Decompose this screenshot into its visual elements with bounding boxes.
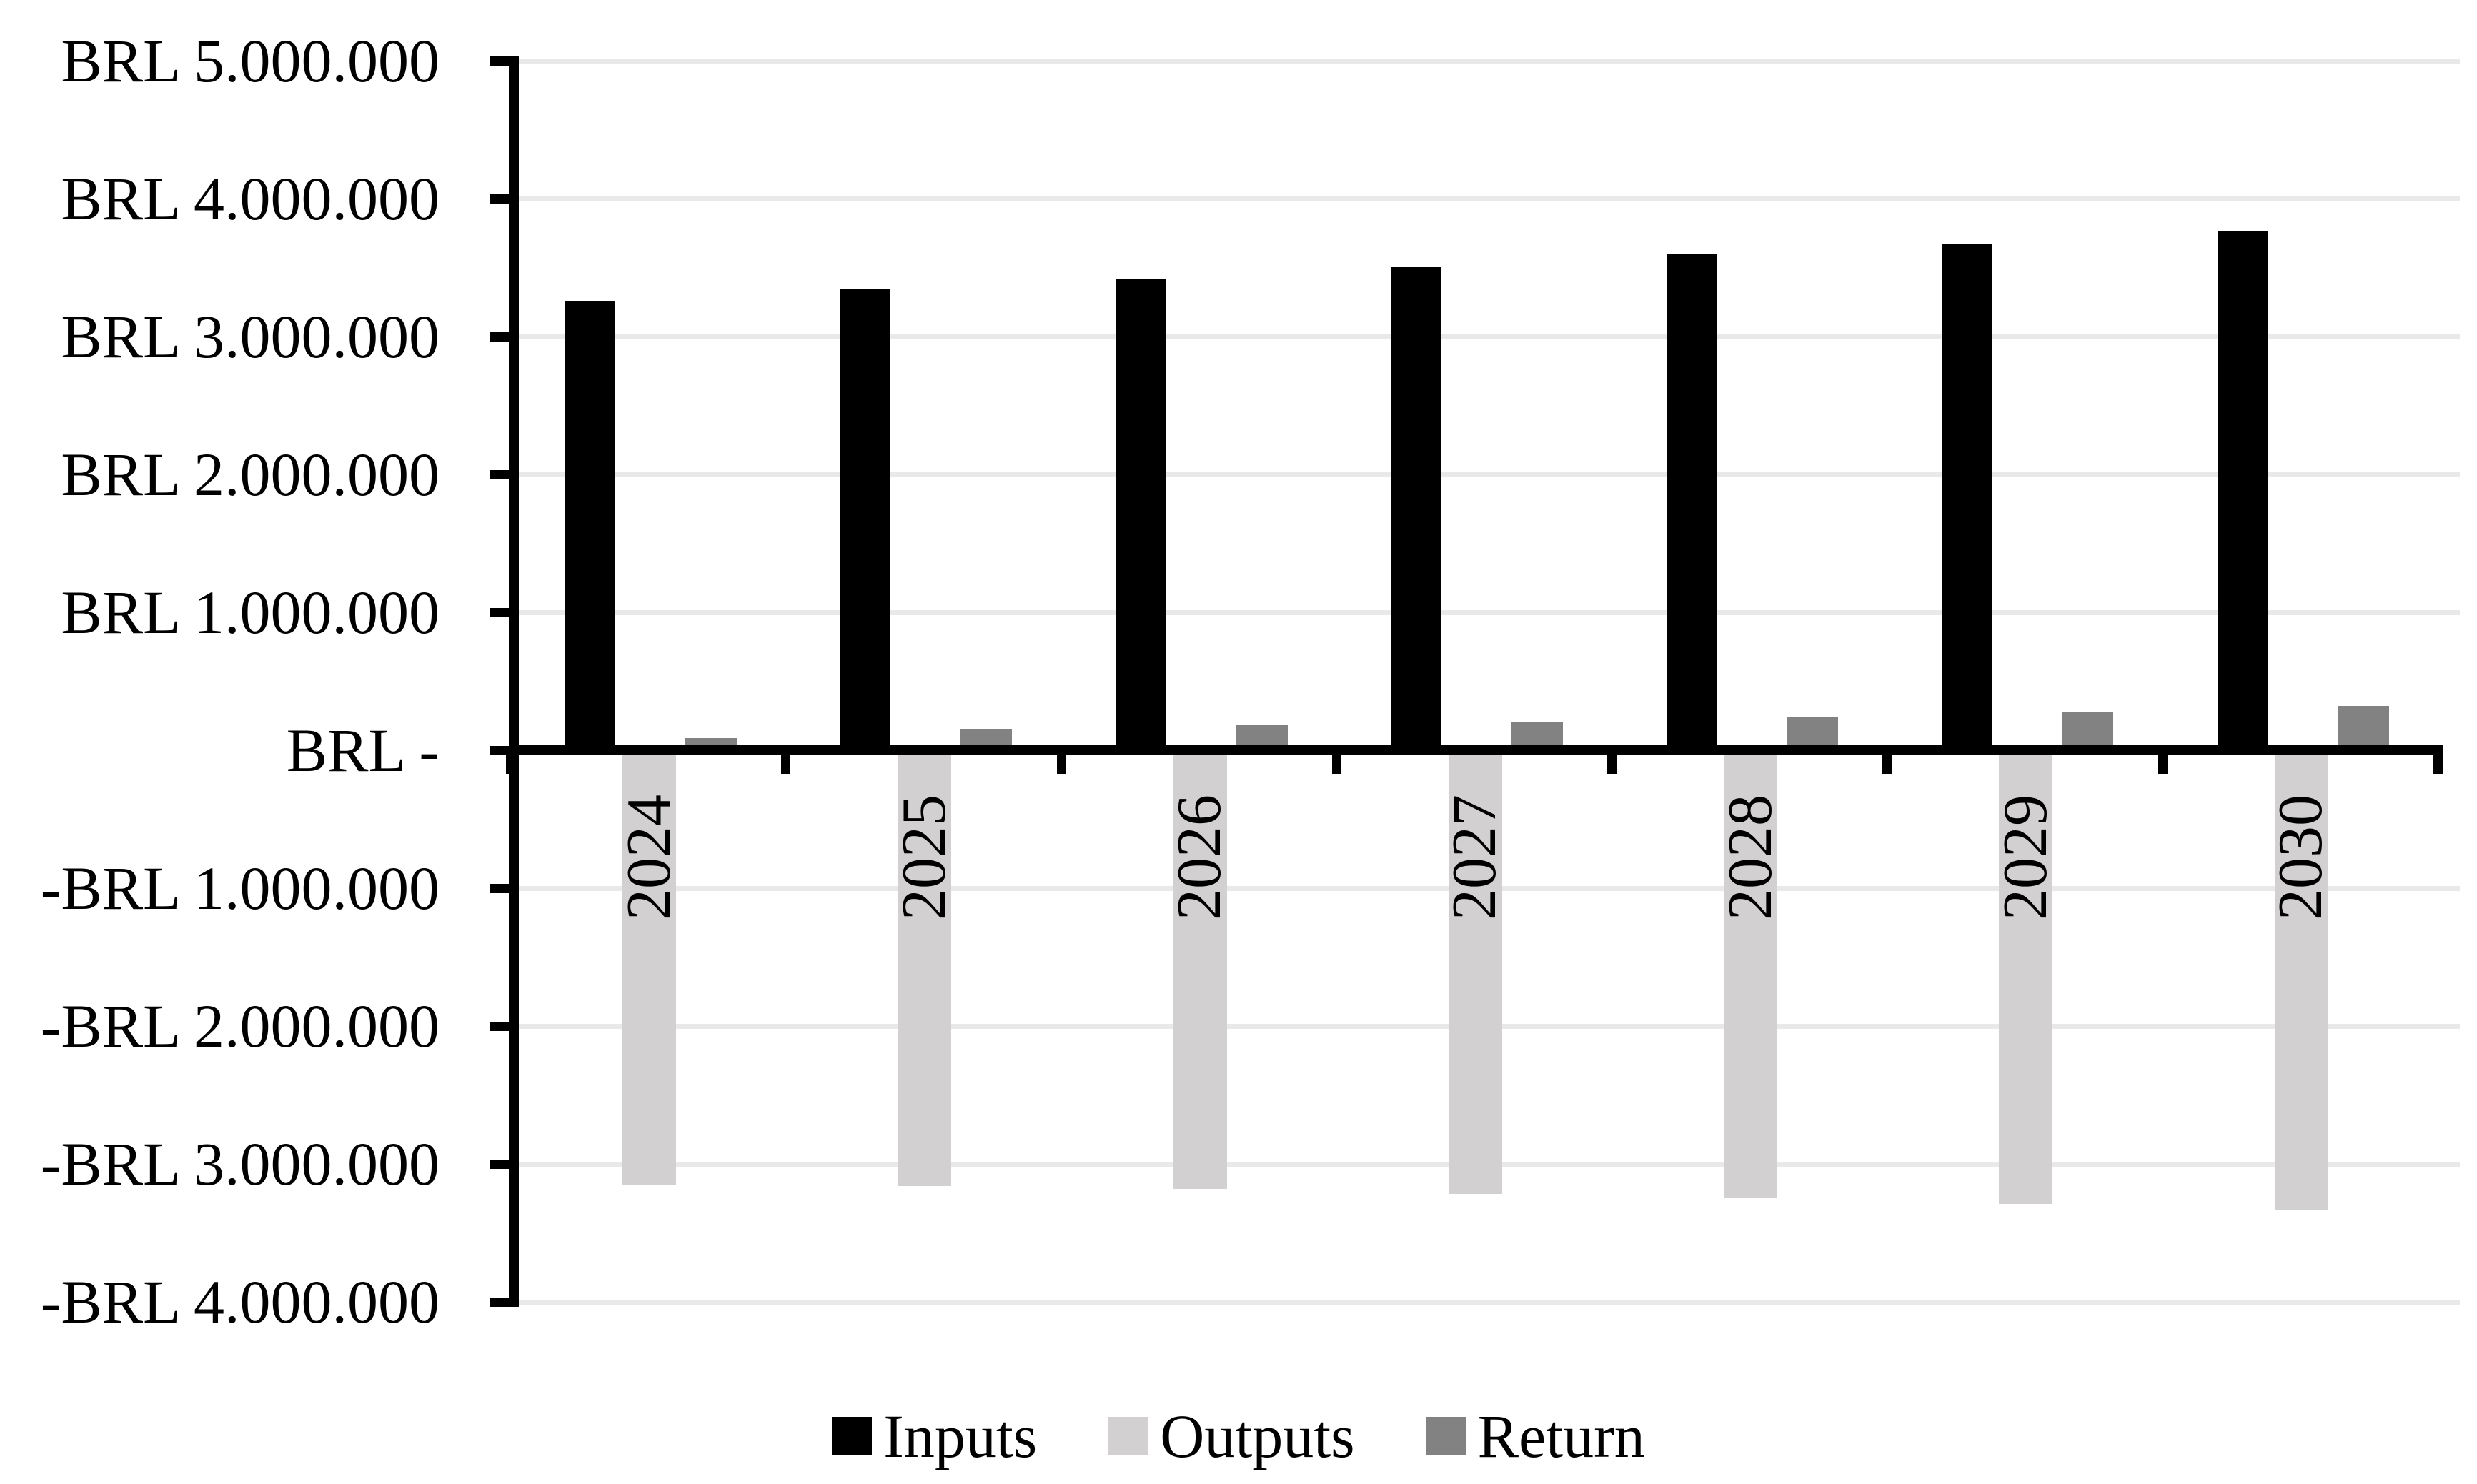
bar-inputs-2026	[1116, 278, 1166, 750]
y-axis-label: BRL 2.000.000	[61, 440, 440, 509]
y-axis-label: -BRL 2.000.000	[40, 992, 440, 1060]
y-axis-tick	[490, 607, 510, 617]
gridline	[510, 334, 2460, 339]
x-axis-tick	[1607, 755, 1617, 774]
y-axis-tick	[490, 1159, 510, 1169]
gridline	[510, 196, 2460, 201]
year-label-2027: 2027	[1440, 795, 1510, 920]
x-axis-line	[510, 745, 2443, 755]
legend-item-return: Return	[1426, 1405, 1645, 1467]
y-axis-tick	[490, 194, 510, 204]
year-label-2029: 2029	[1990, 795, 2060, 920]
bar-return-2029	[2062, 711, 2114, 750]
year-label-2030: 2030	[2266, 795, 2336, 920]
y-axis-tick	[490, 745, 510, 755]
legend-swatch-outputs	[1108, 1417, 1149, 1455]
y-axis-label: BRL 1.000.000	[61, 578, 440, 647]
bar-inputs-2028	[1667, 254, 1717, 750]
legend: Inputs Outputs Return	[0, 1393, 2477, 1479]
y-axis-label: -BRL 4.000.000	[40, 1268, 440, 1336]
x-axis-tick	[1882, 755, 1892, 774]
legend-swatch-inputs	[832, 1417, 873, 1455]
y-axis-label: -BRL 1.000.000	[40, 854, 440, 922]
legend-item-inputs: Inputs	[832, 1405, 1037, 1467]
gridline	[510, 1299, 2460, 1305]
y-axis-tick	[490, 332, 510, 342]
year-label-2028: 2028	[1715, 795, 1785, 920]
year-label-2024: 2024	[614, 795, 684, 920]
bar-outputs-2027	[1448, 750, 1502, 1195]
x-axis-tick	[2433, 755, 2443, 774]
bar-outputs-2025	[898, 750, 952, 1186]
y-axis-label: -BRL 3.000.000	[40, 1130, 440, 1198]
y-axis-label: BRL -	[286, 716, 440, 785]
bar-return-2028	[1787, 717, 1839, 750]
bar-outputs-2029	[1999, 750, 2053, 1204]
year-label-2026: 2026	[1165, 795, 1235, 920]
bar-inputs-2030	[2217, 231, 2268, 750]
gridline	[510, 472, 2460, 477]
bar-return-2030	[2337, 706, 2389, 750]
y-axis-tick	[490, 883, 510, 893]
gridline	[510, 58, 2460, 64]
y-axis-label: BRL 4.000.000	[61, 164, 440, 233]
bar-outputs-2030	[2274, 750, 2328, 1210]
y-axis-tick	[490, 1297, 510, 1307]
bar-inputs-2027	[1391, 266, 1441, 750]
bar-outputs-2028	[1724, 750, 1778, 1199]
legend-label-outputs: Outputs	[1160, 1402, 1355, 1470]
legend-label-return: Return	[1477, 1402, 1645, 1470]
bar-inputs-2024	[565, 300, 615, 750]
x-axis-tick	[1056, 755, 1066, 774]
y-axis-label: BRL 3.000.000	[61, 302, 440, 371]
x-axis-tick	[1331, 755, 1341, 774]
bar-inputs-2029	[1942, 244, 1992, 750]
bar-inputs-2025	[840, 289, 891, 750]
legend-item-outputs: Outputs	[1108, 1402, 1355, 1470]
legend-label-inputs: Inputs	[883, 1402, 1038, 1470]
y-axis-tick	[490, 469, 510, 479]
x-axis-tick	[2158, 755, 2168, 774]
legend-swatch-return	[1426, 1417, 1466, 1455]
year-label-2025: 2025	[889, 795, 959, 920]
gridline	[510, 609, 2460, 615]
bar-outputs-2024	[622, 750, 676, 1185]
y-axis-tick	[490, 1021, 510, 1031]
y-axis-label: BRL 5.000.000	[61, 26, 440, 95]
x-axis-tick	[506, 755, 515, 774]
bar-outputs-2026	[1173, 750, 1227, 1189]
y-axis-line	[509, 56, 519, 1307]
x-axis-tick	[781, 755, 791, 774]
y-axis-tick	[490, 56, 510, 66]
